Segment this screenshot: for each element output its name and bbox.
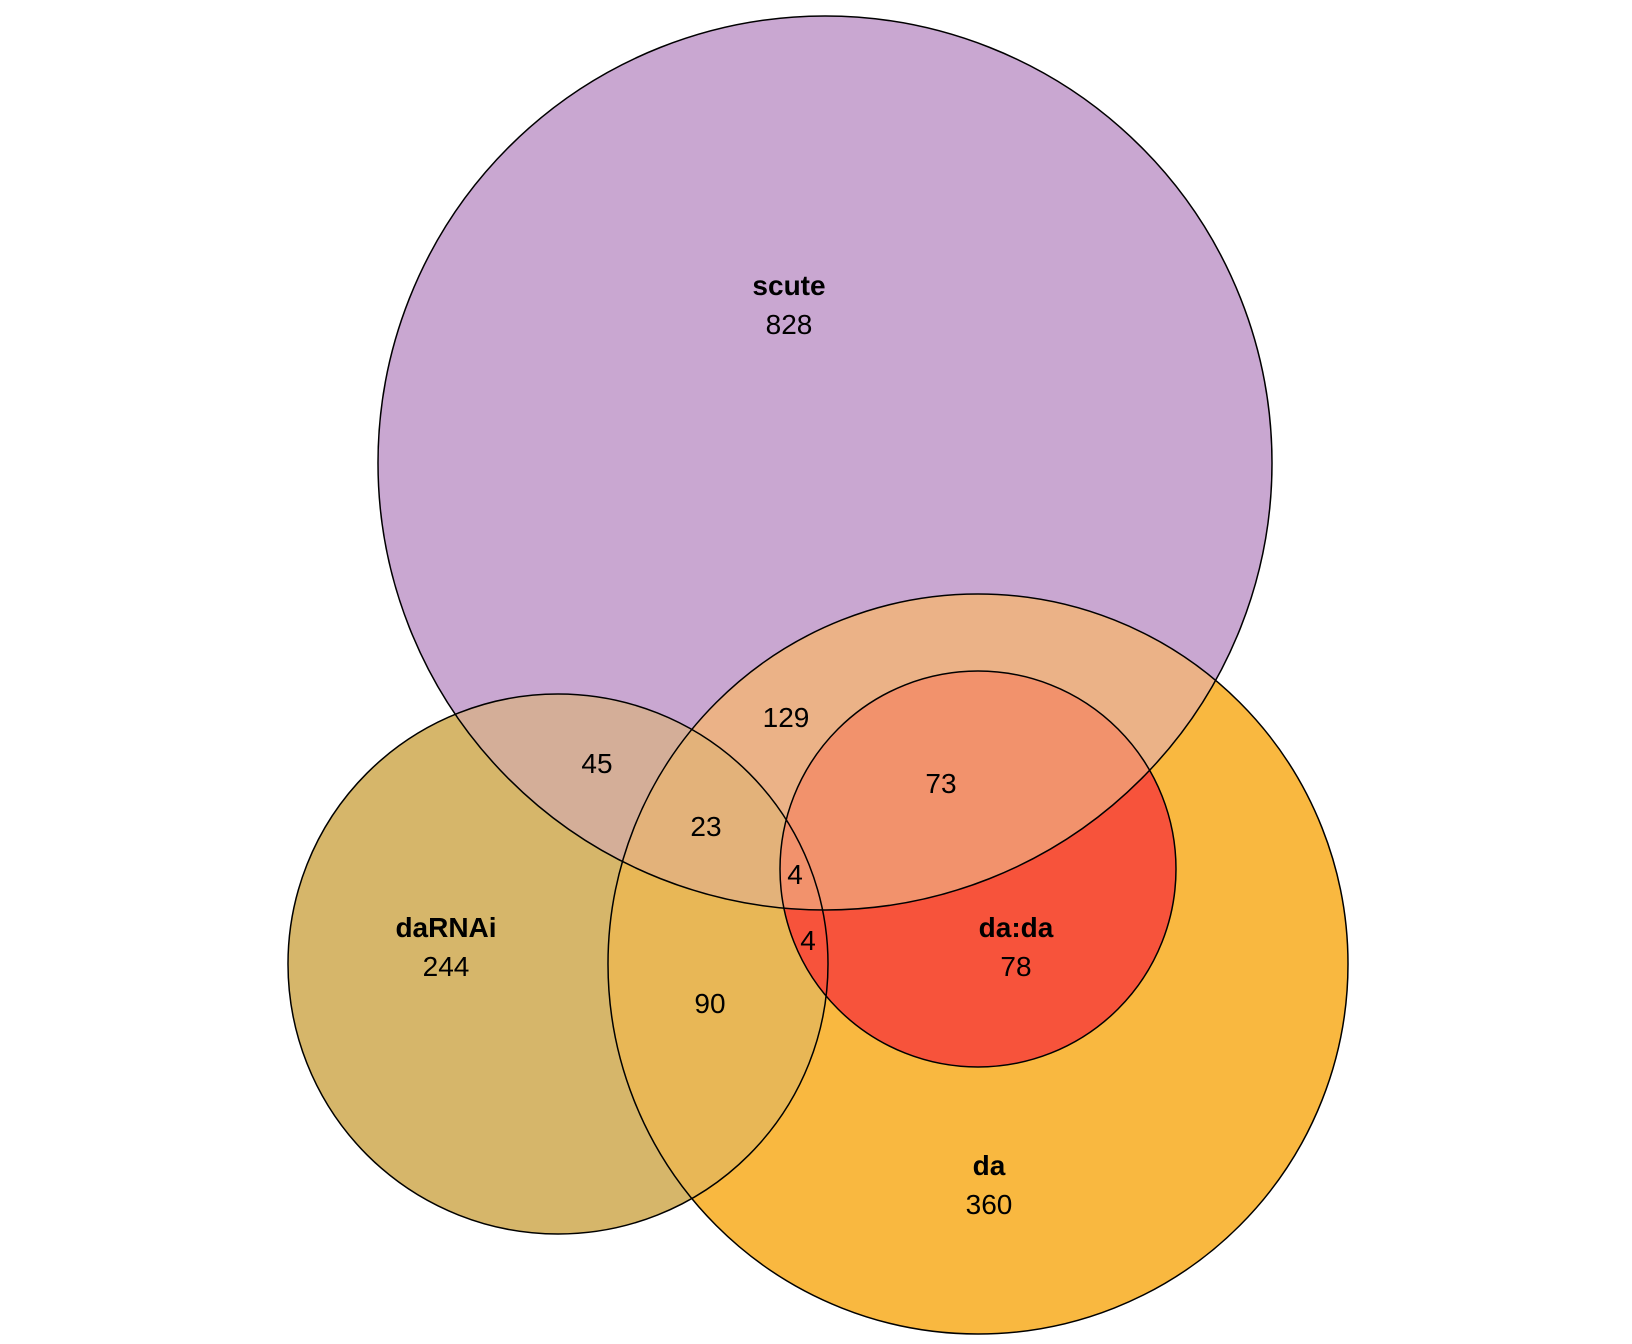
darnai-label: daRNAi [395, 912, 496, 943]
scute-set-outline [377, 15, 1273, 911]
scute-darnai-da-count: 23 [690, 811, 721, 842]
darnai-count: 244 [423, 951, 470, 982]
da-set-outline [607, 593, 1349, 1335]
dada-label: da:da [979, 912, 1054, 943]
scute-darnai-count: 45 [581, 748, 612, 779]
da-label: da [973, 1150, 1006, 1181]
dada-count: 78 [1000, 951, 1031, 982]
dada-set-outline [779, 670, 1177, 1068]
scute-da-dada-count: 73 [925, 768, 956, 799]
da-count: 360 [966, 1189, 1013, 1220]
scute-da-count: 129 [763, 702, 810, 733]
darnai-da-dada-count: 4 [800, 925, 816, 956]
scute-count: 828 [766, 309, 813, 340]
darnai-da-count: 90 [694, 988, 725, 1019]
scute-label: scute [752, 270, 825, 301]
darnai-set-outline [287, 693, 829, 1235]
scute-darnai-da-dada-count: 4 [787, 859, 803, 890]
scute-dada-overlap-fill [780, 671, 1176, 910]
